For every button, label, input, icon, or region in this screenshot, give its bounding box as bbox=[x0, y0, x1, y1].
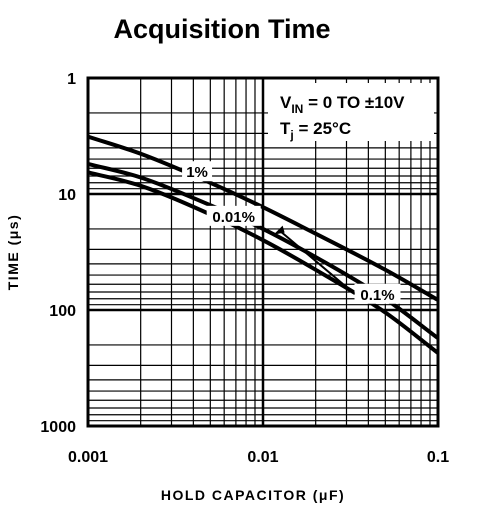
y-axis-label: TIME (μs) bbox=[5, 214, 21, 291]
series-label-backdrop bbox=[206, 205, 261, 226]
x-tick-labels: 0.001 0.01 0.1 bbox=[68, 449, 449, 466]
tj-annotation: Tj = 25°C bbox=[280, 119, 351, 142]
series-line bbox=[87, 170, 440, 355]
y-tick-label: 1 bbox=[67, 71, 76, 88]
x-tick-label: 0.01 bbox=[247, 449, 278, 466]
y-tick-label: 100 bbox=[49, 303, 76, 320]
series-label-backdrop bbox=[182, 161, 213, 182]
y-tick-labels: 1 10 100 1000 bbox=[40, 71, 76, 436]
annotation-backdrop bbox=[268, 83, 434, 141]
chart-title: Acquisition Time bbox=[113, 14, 330, 44]
series-label: 1% bbox=[186, 164, 208, 181]
x-axis-label: HOLD CAPACITOR (μF) bbox=[161, 487, 345, 503]
series-label: 0.1% bbox=[360, 287, 394, 304]
y-tick-label: 10 bbox=[58, 187, 76, 204]
vin-annotation: VIN = 0 TO ±10V bbox=[280, 93, 405, 116]
arrow-icon bbox=[273, 225, 285, 235]
x-tick-label: 0.1 bbox=[427, 449, 449, 466]
series-label-leader bbox=[278, 229, 356, 295]
plot-frame bbox=[86, 76, 440, 428]
x-tick-label: 0.001 bbox=[68, 449, 108, 466]
conditions-annotation: VIN = 0 TO ±10V Tj = 25°C bbox=[268, 83, 434, 142]
series-label: 0.01% bbox=[212, 209, 255, 226]
series-label-backdrop bbox=[354, 283, 401, 304]
series-line bbox=[87, 134, 439, 302]
y-tick-label: 1000 bbox=[40, 419, 76, 436]
series-labels: 1% 0.1% 0.01% bbox=[182, 161, 401, 304]
